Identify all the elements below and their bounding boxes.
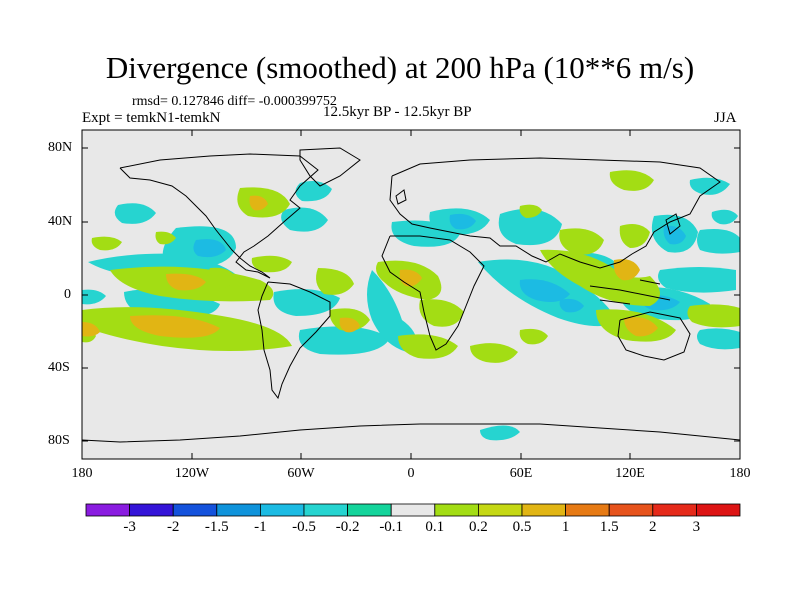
lon-label-60e: 60E <box>509 466 533 481</box>
colorbar-label: -0.2 <box>335 519 360 535</box>
colorbar-swatch <box>390 503 436 517</box>
coast-greenland <box>299 147 361 187</box>
positive-divergence-cell <box>398 334 458 359</box>
colorbar <box>85 503 741 517</box>
lat-label-40s: 40S <box>48 360 70 375</box>
lat-label-80s: 80S <box>48 433 70 448</box>
colorbar-swatch <box>521 503 566 517</box>
colorbar-label: -3 <box>123 519 136 535</box>
positive-divergence-core <box>339 317 360 333</box>
colorbar-label: -0.5 <box>292 519 316 535</box>
colorbar-label: 0.1 <box>425 519 445 535</box>
negative-divergence-cell <box>367 270 418 354</box>
colorbar-label: -0.1 <box>379 519 404 535</box>
colorbar-label: -2 <box>166 519 180 535</box>
negative-divergence-cell <box>480 425 520 441</box>
positive-divergence-core <box>82 322 100 337</box>
colorbar-swatch <box>477 503 523 517</box>
coast-southeast-asia-islands <box>589 279 671 305</box>
colorbar-swatch <box>85 503 130 517</box>
colorbar-swatch <box>652 503 697 517</box>
lat-label-40n: 40N <box>48 214 73 229</box>
colorbar-swatch <box>259 503 305 517</box>
colorbar-label: 3 <box>692 519 701 535</box>
coast-africa <box>381 235 485 351</box>
coast-japan <box>665 213 681 235</box>
colorbar-swatch <box>303 503 348 517</box>
positive-divergence-core <box>130 315 220 338</box>
positive-divergence-cell <box>559 228 604 255</box>
coast-north-america <box>119 153 319 279</box>
colorbar-swatch <box>347 503 392 517</box>
map-title: Divergence (smoothed) at 200 hPa (10**6 … <box>105 50 695 85</box>
lon-label-180e: 180 <box>729 466 751 481</box>
colorbar-label: 2 <box>649 519 657 535</box>
negative-divergence-cell <box>295 181 332 202</box>
season-label: JJA <box>714 110 737 126</box>
negative-divergence-cell <box>498 208 562 246</box>
negative-divergence-core <box>519 279 570 302</box>
positive-divergence-cell <box>609 170 654 191</box>
positive-divergence-cell <box>207 267 236 289</box>
negative-divergence-cell <box>82 289 106 305</box>
negative-divergence-cell <box>273 289 340 316</box>
coast-south-america <box>257 281 331 400</box>
negative-divergence-cell <box>298 326 390 355</box>
negative-divergence-core <box>449 213 476 230</box>
colorbar-label: 1 <box>561 519 570 535</box>
lat-tick-marks <box>82 147 740 442</box>
colorbar-label: -1.5 <box>204 519 229 535</box>
positive-divergence-cell <box>519 328 548 345</box>
negative-divergence-core <box>193 239 226 258</box>
lon-label-120w: 120W <box>174 466 210 481</box>
colorbar-label: 1.5 <box>599 519 619 535</box>
coast-australia <box>617 311 691 361</box>
lon-label-0: 0 <box>407 466 415 481</box>
positive-divergence-cell <box>91 236 122 251</box>
positive-divergence-core <box>624 317 658 337</box>
positive-divergence-cell <box>155 231 176 245</box>
colorbar-swatch <box>565 503 610 517</box>
rmsd-diff-stats: rmsd= 0.127846 diff= -0.000399752 <box>132 94 337 109</box>
coast-uk <box>395 189 407 205</box>
negative-divergence-core <box>559 298 584 313</box>
experiment-label: Expt = temkN1-temkN <box>82 110 221 126</box>
negative-divergence-cell <box>658 267 736 293</box>
colorbar-swatch <box>172 503 218 517</box>
colorbar-label: -1 <box>254 519 267 535</box>
coastlines <box>82 147 740 443</box>
positive-divergence-cell <box>316 268 354 295</box>
colorbar-swatch <box>608 503 654 517</box>
positive-divergence-cell <box>619 224 650 248</box>
coast-eurasia <box>389 157 721 269</box>
positive-divergence-cell <box>687 304 740 328</box>
colorbar-label: 0.5 <box>512 519 532 535</box>
colorbar-swatch <box>434 503 479 517</box>
divergence-contour-fields <box>82 170 740 441</box>
positive-divergence-cell <box>470 343 518 363</box>
positive-divergence-cell <box>251 255 292 273</box>
negative-divergence-cell <box>697 328 740 350</box>
colorbar-swatch <box>129 503 174 517</box>
period-label: 12.5kyr BP - 12.5kyr BP <box>323 104 472 120</box>
lat-label-0: 0 <box>64 287 71 302</box>
positive-divergence-core <box>166 273 206 291</box>
lon-tick-marks <box>81 130 741 459</box>
negative-divergence-cell <box>114 203 156 224</box>
positive-divergence-cell <box>519 204 542 218</box>
negative-divergence-cell <box>697 229 740 254</box>
colorbar-swatch <box>216 503 261 517</box>
lon-label-120e: 120E <box>615 466 645 481</box>
colorbar-label: 0.2 <box>469 519 488 535</box>
lon-label-180w: 180 <box>71 466 93 481</box>
lat-label-80n: 80N <box>48 140 73 155</box>
colorbar-swatch <box>696 503 741 517</box>
positive-divergence-core <box>249 195 268 211</box>
positive-divergence-core <box>613 259 640 281</box>
positive-divergence-cell <box>419 299 464 327</box>
negative-divergence-cell <box>711 209 738 225</box>
coast-antarctica <box>82 423 740 443</box>
lon-label-60w: 60W <box>287 466 315 481</box>
